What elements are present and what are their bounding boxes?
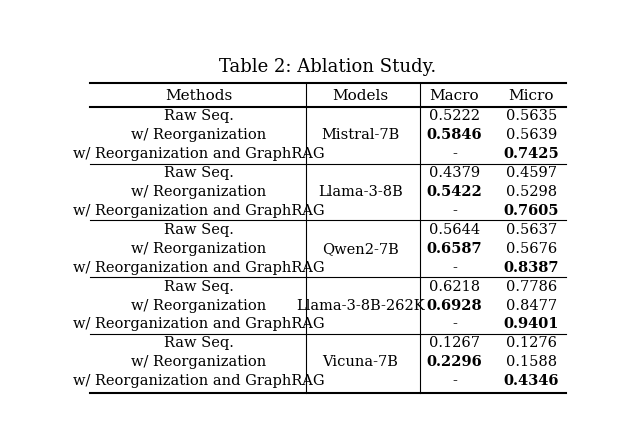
Text: 0.1588: 0.1588 (506, 355, 557, 369)
Text: Methods: Methods (165, 89, 233, 103)
Text: 0.5422: 0.5422 (426, 185, 483, 199)
Text: Table 2: Ablation Study.: Table 2: Ablation Study. (220, 58, 436, 75)
Text: 0.4597: 0.4597 (506, 166, 557, 180)
Text: Raw Seq.: Raw Seq. (164, 109, 234, 123)
Text: 0.5222: 0.5222 (429, 109, 480, 123)
Text: Qwen2-7B: Qwen2-7B (322, 242, 399, 256)
Text: Raw Seq.: Raw Seq. (164, 336, 234, 351)
Text: -: - (452, 147, 457, 161)
Text: Models: Models (332, 89, 388, 103)
Text: 0.5676: 0.5676 (506, 242, 557, 256)
Text: 0.2296: 0.2296 (427, 355, 483, 369)
Text: Raw Seq.: Raw Seq. (164, 223, 234, 237)
Text: w/ Reorganization: w/ Reorganization (131, 185, 267, 199)
Text: w/ Reorganization: w/ Reorganization (131, 128, 267, 142)
Text: -: - (452, 318, 457, 331)
Text: 0.5846: 0.5846 (427, 128, 483, 142)
Text: Vicuna-7B: Vicuna-7B (323, 355, 398, 369)
Text: -: - (452, 374, 457, 388)
Text: 0.5298: 0.5298 (506, 185, 557, 199)
Text: 0.6587: 0.6587 (427, 242, 483, 256)
Text: 0.9401: 0.9401 (504, 318, 559, 331)
Text: 0.8387: 0.8387 (504, 261, 559, 275)
Text: 0.4346: 0.4346 (504, 374, 559, 388)
Text: 0.5637: 0.5637 (506, 223, 557, 237)
Text: Raw Seq.: Raw Seq. (164, 280, 234, 293)
Text: w/ Reorganization and GraphRAG: w/ Reorganization and GraphRAG (73, 374, 325, 388)
Text: -: - (452, 261, 457, 275)
Text: 0.5639: 0.5639 (506, 128, 557, 142)
Text: 0.1267: 0.1267 (429, 336, 480, 351)
Text: -: - (452, 204, 457, 218)
Text: w/ Reorganization: w/ Reorganization (131, 298, 267, 313)
Text: 0.8477: 0.8477 (506, 298, 557, 313)
Text: w/ Reorganization: w/ Reorganization (131, 242, 267, 256)
Text: 0.7786: 0.7786 (506, 280, 557, 293)
Text: Raw Seq.: Raw Seq. (164, 166, 234, 180)
Text: w/ Reorganization and GraphRAG: w/ Reorganization and GraphRAG (73, 261, 325, 275)
Text: 0.7605: 0.7605 (504, 204, 559, 218)
Text: 0.5635: 0.5635 (506, 109, 557, 123)
Text: Llama-3-8B-262K: Llama-3-8B-262K (296, 298, 424, 313)
Text: 0.5644: 0.5644 (429, 223, 480, 237)
Text: w/ Reorganization: w/ Reorganization (131, 355, 267, 369)
Text: Micro: Micro (509, 89, 554, 103)
Text: w/ Reorganization and GraphRAG: w/ Reorganization and GraphRAG (73, 204, 325, 218)
Text: 0.6928: 0.6928 (427, 298, 483, 313)
Text: 0.6218: 0.6218 (429, 280, 480, 293)
Text: 0.7425: 0.7425 (504, 147, 559, 161)
Text: w/ Reorganization and GraphRAG: w/ Reorganization and GraphRAG (73, 318, 325, 331)
Text: 0.4379: 0.4379 (429, 166, 480, 180)
Text: 0.1276: 0.1276 (506, 336, 557, 351)
Text: w/ Reorganization and GraphRAG: w/ Reorganization and GraphRAG (73, 147, 325, 161)
Text: Macro: Macro (429, 89, 479, 103)
Text: Llama-3-8B: Llama-3-8B (318, 185, 403, 199)
Text: Mistral-7B: Mistral-7B (321, 128, 399, 142)
